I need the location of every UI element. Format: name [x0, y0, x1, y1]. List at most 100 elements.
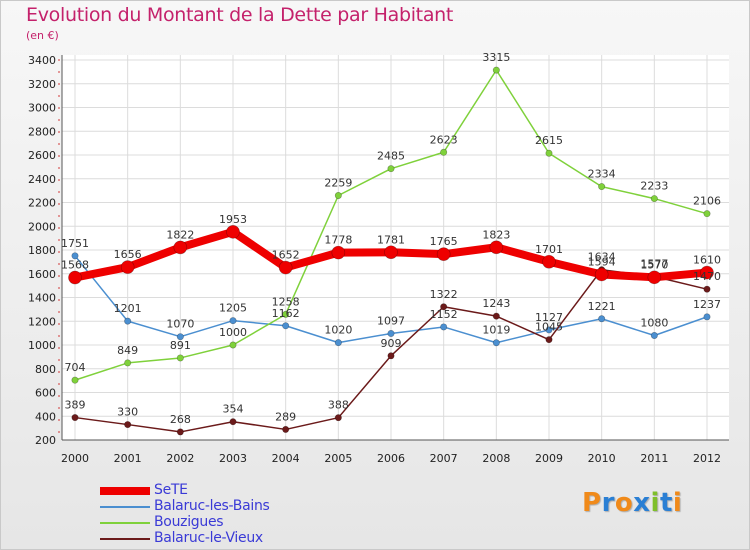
- y-tick-label: 2200: [28, 197, 56, 210]
- data-point: [278, 260, 293, 275]
- data-label: 1610: [693, 254, 721, 267]
- data-label: 1152: [430, 308, 458, 321]
- data-point: [542, 254, 556, 269]
- data-point: [545, 326, 553, 334]
- y-tick-label: 3200: [28, 78, 56, 91]
- data-point: [282, 310, 290, 318]
- data-point: [334, 339, 342, 347]
- data-point: [282, 425, 290, 433]
- x-tick-label: 2000: [61, 452, 89, 465]
- data-point: [647, 270, 662, 285]
- data-label: 1634: [588, 251, 616, 264]
- data-label: 1097: [377, 314, 405, 327]
- data-point: [492, 66, 500, 74]
- data-label: 1201: [114, 302, 142, 315]
- proxiti-logo: Proxiti: [582, 488, 682, 518]
- data-point: [703, 313, 711, 321]
- logo-letter: o: [614, 488, 634, 518]
- data-label: 1570: [640, 258, 668, 271]
- data-label: 2259: [324, 176, 352, 189]
- data-label: 1470: [693, 270, 721, 283]
- legend-item: Balaruc-les-Bains: [100, 498, 360, 515]
- data-label: 2623: [430, 133, 458, 146]
- x-tick-label: 2007: [430, 452, 458, 465]
- data-label: 1243: [482, 297, 510, 310]
- legend-label: Balaruc-le-Vieux: [154, 530, 263, 546]
- data-label: 1237: [693, 298, 721, 311]
- x-tick-label: 2012: [693, 452, 721, 465]
- data-point: [71, 414, 79, 422]
- data-point: [440, 303, 448, 311]
- data-label: 909: [381, 337, 402, 350]
- data-label: 1765: [430, 235, 458, 248]
- logo-letter: P: [582, 488, 602, 518]
- y-tick-label: 2000: [28, 220, 56, 233]
- y-tick-label: 3000: [28, 102, 56, 115]
- y-tick-label: 1200: [28, 315, 56, 328]
- data-point: [226, 225, 240, 239]
- y-tick-label: 2400: [28, 173, 56, 186]
- data-label: 330: [117, 406, 138, 419]
- x-tick-label: 2002: [166, 452, 194, 465]
- data-point: [331, 245, 346, 260]
- legend-label: Bouzigues: [154, 514, 224, 530]
- data-point: [492, 312, 500, 320]
- data-point: [124, 317, 132, 325]
- x-tick-label: 2001: [114, 452, 142, 465]
- data-label: 1000: [219, 326, 247, 339]
- data-label: 1322: [430, 288, 458, 301]
- data-point: [120, 260, 135, 274]
- data-point: [176, 333, 184, 341]
- data-label: 1127: [535, 311, 563, 324]
- data-point: [650, 331, 658, 339]
- data-label: 388: [328, 399, 349, 412]
- data-point: [545, 336, 553, 344]
- data-label: 1568: [61, 259, 89, 272]
- chart-subtitle: (en €): [26, 29, 59, 42]
- data-label: 1019: [482, 324, 510, 337]
- legend-item: Balaruc-le-Vieux: [100, 530, 360, 547]
- y-tick-label: 600: [35, 387, 56, 400]
- data-point: [598, 183, 606, 191]
- data-label: 1953: [219, 213, 247, 226]
- data-point: [545, 149, 553, 157]
- logo-letter: x: [633, 488, 651, 518]
- data-point: [229, 341, 237, 349]
- data-label: 1577: [640, 257, 668, 270]
- logo-letter: i: [672, 488, 683, 518]
- data-label: 1822: [166, 228, 194, 241]
- data-point: [650, 195, 658, 203]
- data-label: 2233: [640, 180, 668, 193]
- x-tick-label: 2004: [272, 452, 300, 465]
- logo-letter: i: [650, 488, 660, 518]
- data-label: 3315: [482, 51, 510, 64]
- data-label: 1652: [272, 249, 300, 262]
- data-point: [703, 285, 711, 293]
- data-point: [282, 322, 290, 330]
- data-point: [703, 210, 711, 218]
- legend-label: SeTE: [154, 482, 188, 498]
- data-label: 268: [170, 413, 191, 426]
- data-point: [124, 359, 132, 367]
- data-point: [387, 329, 395, 337]
- data-label: 1070: [166, 318, 194, 331]
- data-point: [387, 352, 395, 360]
- data-point: [334, 414, 342, 422]
- data-label: 1221: [588, 300, 616, 313]
- data-point: [71, 252, 79, 260]
- data-point: [700, 265, 714, 280]
- data-point: [489, 240, 504, 255]
- y-tick-label: 1400: [28, 292, 56, 305]
- data-label: 1080: [640, 317, 668, 330]
- logo-letter: t: [659, 488, 673, 518]
- data-label: 1781: [377, 233, 405, 246]
- y-tick-label: 1800: [28, 244, 56, 257]
- data-label: 1258: [272, 295, 300, 308]
- y-tick-label: 800: [35, 363, 56, 376]
- y-tick-label: 2800: [28, 125, 56, 138]
- data-label: 1701: [535, 243, 563, 256]
- data-label: 2334: [588, 168, 616, 181]
- data-point: [598, 315, 606, 323]
- data-label: 1751: [61, 237, 89, 250]
- data-point: [492, 339, 500, 347]
